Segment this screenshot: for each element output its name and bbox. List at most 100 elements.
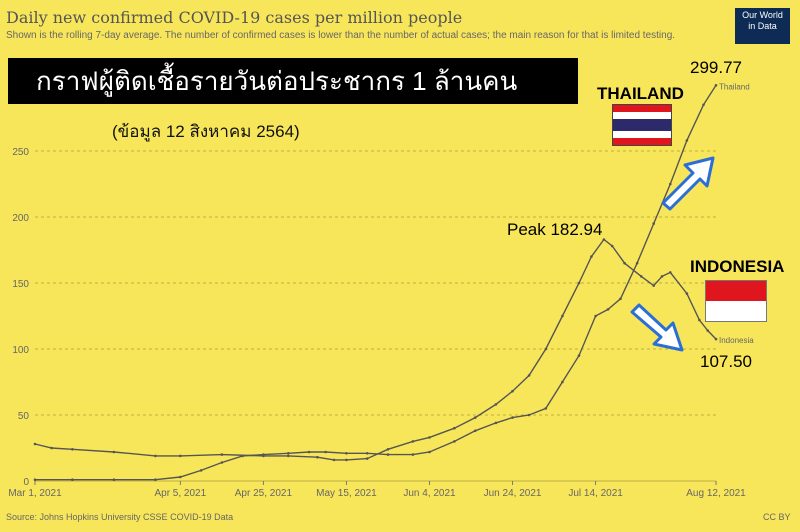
- indonesia-label: INDONESIA: [690, 257, 785, 276]
- series-point-thailand: [324, 450, 328, 454]
- series-point-indonesia: [411, 440, 415, 443]
- series-point-thailand: [287, 452, 290, 455]
- x-tick-label: Jun 24, 2021: [484, 488, 542, 499]
- series-point-indonesia: [544, 347, 548, 351]
- x-tick-label: Aug 12, 2021: [686, 488, 746, 499]
- series-point-indonesia: [473, 416, 477, 419]
- series-point-indonesia: [685, 292, 689, 295]
- series-point-thailand: [511, 416, 514, 419]
- series-point-indonesia: [660, 275, 664, 278]
- series-point-indonesia: [33, 442, 37, 446]
- series-point-indonesia: [652, 284, 655, 287]
- series-point-indonesia: [669, 271, 672, 274]
- series-point-indonesia: [316, 455, 319, 459]
- series-point-thailand: [473, 429, 477, 433]
- series-line-thailand: [35, 84, 717, 481]
- license-note: CC BY: [763, 512, 791, 522]
- series-point-indonesia: [332, 458, 336, 462]
- series-point-indonesia: [577, 281, 581, 285]
- series-point-indonesia: [698, 318, 701, 322]
- series-point-thailand: [714, 84, 718, 87]
- down-arrow-icon: [630, 303, 684, 352]
- series-point-thailand: [494, 421, 498, 425]
- series-point-thailand: [220, 461, 224, 464]
- series-point-indonesia: [453, 426, 456, 430]
- series-point-indonesia: [154, 454, 157, 458]
- x-tick-label: Mar 1, 2021: [8, 488, 62, 499]
- our-world-in-data-logo: Our World in Data: [735, 8, 790, 44]
- series-point-thailand: [428, 450, 431, 454]
- series-point-thailand: [453, 440, 456, 443]
- series-point-thailand: [386, 453, 390, 456]
- series-point-thailand: [307, 450, 311, 454]
- y-tick-label: 200: [12, 213, 29, 224]
- series-point-indonesia: [527, 374, 531, 377]
- source-note: Source: Johns Hopkins University CSSE CO…: [6, 512, 234, 522]
- series-point-indonesia: [365, 457, 369, 460]
- series-point-indonesia: [345, 458, 348, 462]
- series-point-indonesia: [714, 337, 718, 341]
- x-tick-label: Apr 25, 2021: [235, 488, 293, 499]
- series-point-thailand: [561, 380, 564, 384]
- series-point-indonesia: [179, 454, 182, 458]
- series-point-indonesia: [602, 238, 606, 241]
- series-end-label: Thailand: [719, 82, 750, 91]
- series-point-indonesia: [640, 275, 643, 278]
- series-point-indonesia: [262, 454, 265, 458]
- y-tick-label: 100: [12, 345, 29, 356]
- logo-line-1: Our World: [742, 10, 783, 20]
- indonesia-flag-icon: [705, 280, 767, 322]
- y-tick-label: 250: [12, 147, 29, 158]
- series-point-thailand: [594, 314, 597, 318]
- series-point-indonesia: [561, 314, 564, 318]
- series-point-thailand: [345, 452, 348, 455]
- series-point-thailand: [606, 308, 610, 311]
- series-point-indonesia: [610, 244, 614, 248]
- chart-title: Daily new confirmed COVID-19 cases per m…: [6, 8, 463, 27]
- series-point-thailand: [365, 452, 369, 455]
- series-point-indonesia: [112, 450, 116, 454]
- y-tick-label: 0: [23, 477, 29, 488]
- series-point-thailand: [577, 354, 581, 357]
- series-point-indonesia: [50, 446, 53, 450]
- series-point-thailand: [179, 475, 182, 479]
- peak-label: Peak 182.94: [507, 220, 603, 239]
- up-arrow-icon: [661, 156, 715, 211]
- series-point-indonesia: [494, 403, 498, 406]
- x-tick-label: Jul 14, 2021: [568, 488, 623, 499]
- series-point-thailand: [411, 453, 415, 456]
- series-point-indonesia: [220, 453, 224, 456]
- series-point-indonesia: [71, 448, 74, 451]
- series-point-indonesia: [590, 255, 593, 258]
- series-point-thailand: [33, 478, 37, 482]
- series-end-label: Indonesia: [719, 336, 754, 345]
- series-point-indonesia: [706, 329, 709, 332]
- series-point-thailand: [702, 103, 705, 107]
- chart-subtitle: Shown is the rolling 7-day average. The …: [6, 30, 676, 41]
- series-point-thailand: [112, 478, 116, 482]
- series-line-indonesia: [34, 238, 717, 461]
- y-tick-label: 150: [12, 279, 29, 290]
- series-point-thailand: [669, 182, 672, 186]
- y-tick-label: 50: [18, 411, 30, 422]
- logo-line-2: in Data: [748, 21, 777, 31]
- x-tick-label: Apr 5, 2021: [154, 488, 206, 499]
- series-point-indonesia: [428, 436, 431, 439]
- series-point-thailand: [527, 413, 531, 417]
- series-point-thailand: [685, 139, 689, 142]
- series-point-thailand: [71, 478, 74, 482]
- series-point-thailand: [154, 478, 157, 482]
- series-point-thailand: [544, 407, 548, 410]
- thailand-label: THAILAND: [597, 84, 684, 103]
- series-point-thailand: [619, 297, 622, 301]
- series-point-thailand: [652, 222, 655, 225]
- indonesia-value-label: 107.50: [700, 352, 752, 371]
- series-point-thailand: [635, 261, 639, 265]
- series-point-indonesia: [511, 389, 514, 393]
- date-note: (ข้อมูล 12 สิงหาคม 2564): [112, 122, 300, 141]
- thai-title-banner: กราฟผู้ติดเชื้อรายวันต่อประชากร 1 ล้านคน: [8, 58, 578, 104]
- series-point-indonesia: [623, 261, 626, 265]
- x-tick-label: May 15, 2021: [316, 488, 377, 499]
- thailand-value-label: 299.77: [690, 58, 742, 77]
- x-tick-label: Jun 4, 2021: [403, 488, 456, 499]
